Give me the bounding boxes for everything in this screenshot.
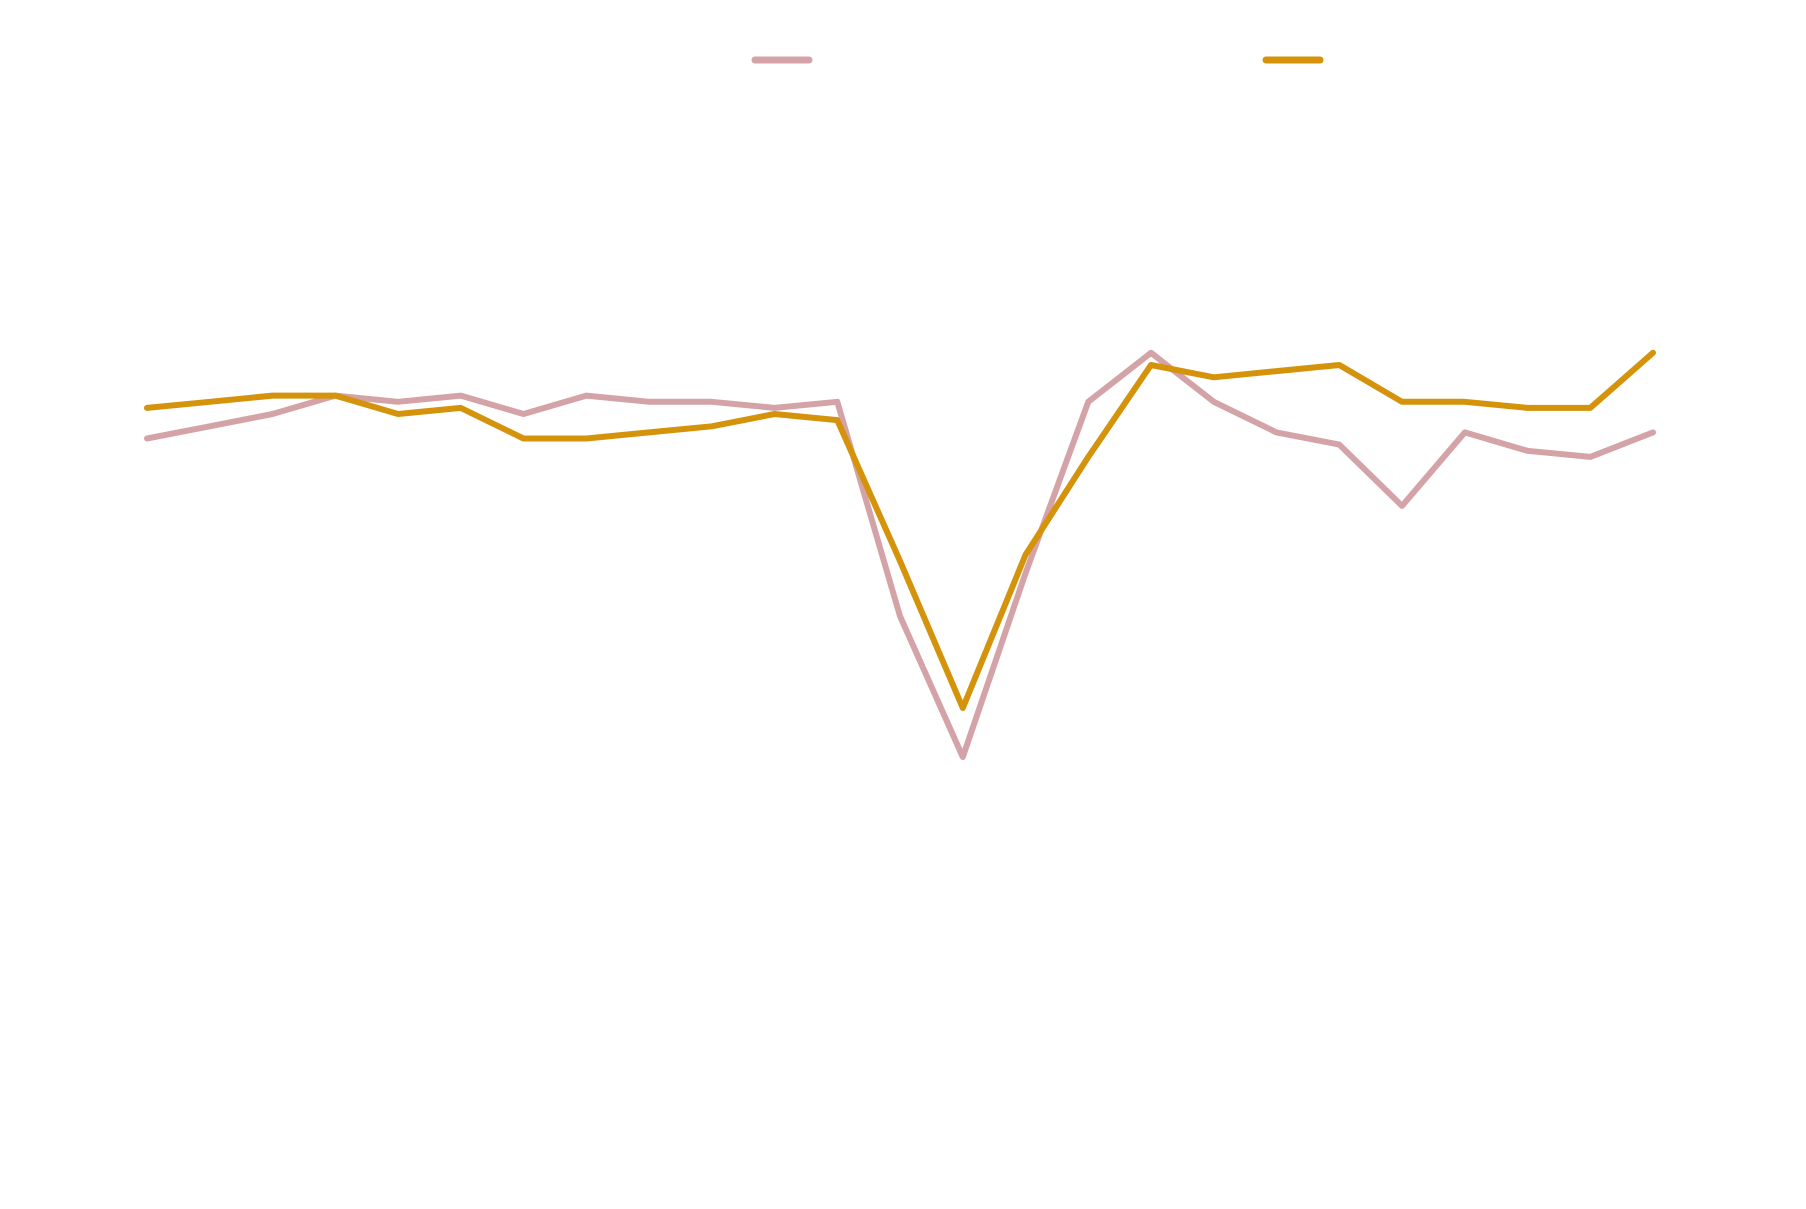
series-2-line — [144, 349, 1656, 711]
series-group — [144, 349, 1656, 760]
series-1-line — [144, 349, 1656, 760]
